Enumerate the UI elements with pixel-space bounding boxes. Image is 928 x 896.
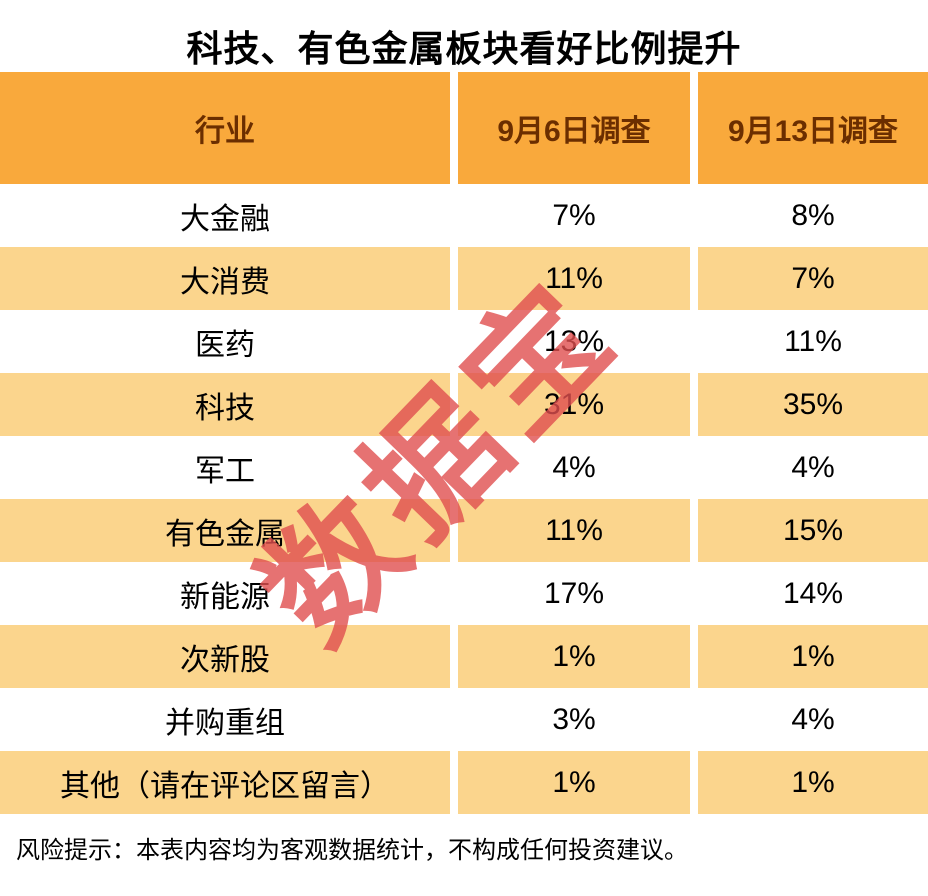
table-cell-sep6: 13% bbox=[458, 310, 690, 373]
table-cell-industry: 科技 bbox=[0, 373, 450, 436]
table-cell-sep6: 31% bbox=[458, 373, 690, 436]
table-cell-sep13: 11% bbox=[698, 310, 928, 373]
table-cell-sep13: 15% bbox=[698, 499, 928, 562]
table-cell-industry: 医药 bbox=[0, 310, 450, 373]
table-cell-industry: 新能源 bbox=[0, 562, 450, 625]
table-cell-industry: 有色金属 bbox=[0, 499, 450, 562]
table-cell-sep6: 1% bbox=[458, 751, 690, 814]
survey-table: 行业 9月6日调查 9月13日调查 大金融 7% 8% 大消费 11% 7% 医… bbox=[0, 72, 928, 814]
table-cell-sep6: 1% bbox=[458, 625, 690, 688]
table-cell-industry: 军工 bbox=[0, 436, 450, 499]
table-cell-industry: 并购重组 bbox=[0, 688, 450, 751]
table-cell-sep6: 7% bbox=[458, 184, 690, 247]
table-cell-sep13: 1% bbox=[698, 751, 928, 814]
table-cell-sep13: 7% bbox=[698, 247, 928, 310]
table-header-sep6: 9月6日调查 bbox=[458, 72, 690, 184]
table-cell-industry: 其他（请在评论区留言） bbox=[0, 751, 450, 814]
table-header-industry: 行业 bbox=[0, 72, 450, 184]
table-cell-sep13: 35% bbox=[698, 373, 928, 436]
table-cell-industry: 次新股 bbox=[0, 625, 450, 688]
table-cell-industry: 大消费 bbox=[0, 247, 450, 310]
table-cell-sep13: 1% bbox=[698, 625, 928, 688]
risk-disclaimer: 风险提示：本表内容均为客观数据统计，不构成任何投资建议。 bbox=[16, 837, 688, 864]
table-cell-sep6: 3% bbox=[458, 688, 690, 751]
table-cell-sep13: 4% bbox=[698, 436, 928, 499]
table-cell-sep6: 17% bbox=[458, 562, 690, 625]
table-cell-sep13: 14% bbox=[698, 562, 928, 625]
table-cell-sep6: 11% bbox=[458, 499, 690, 562]
table-header-sep13: 9月13日调查 bbox=[698, 72, 928, 184]
table-cell-sep6: 11% bbox=[458, 247, 690, 310]
page-title: 科技、有色金属板块看好比例提升 bbox=[186, 28, 742, 69]
table-cell-sep13: 8% bbox=[698, 184, 928, 247]
table-cell-industry: 大金融 bbox=[0, 184, 450, 247]
table-cell-sep6: 4% bbox=[458, 436, 690, 499]
table-cell-sep13: 4% bbox=[698, 688, 928, 751]
